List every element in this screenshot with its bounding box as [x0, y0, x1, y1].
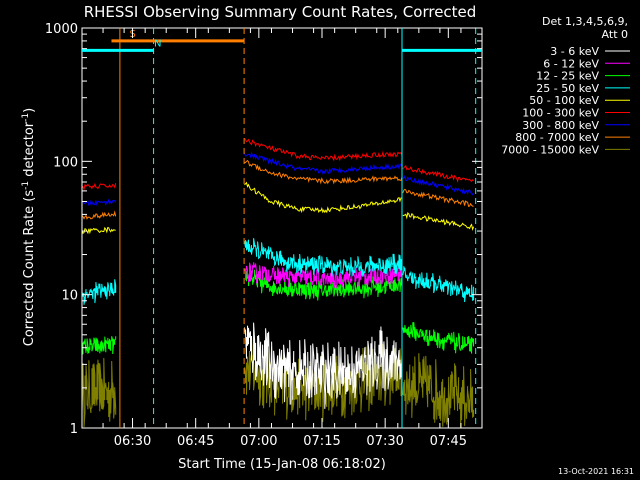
x-tick-label: 07:30: [366, 434, 403, 449]
y-tick-label: 100: [53, 155, 78, 170]
plot-data-layer: [82, 138, 475, 428]
series-25-50-kev-main: [244, 238, 403, 277]
series-50-100-kev-main: [244, 181, 403, 214]
legend-header-line-1: Det 1,3,4,5,6,9,: [542, 15, 628, 28]
x-tick-label: 07:15: [303, 434, 340, 449]
series-group: [82, 138, 475, 428]
chart-title: RHESSI Observing Summary Count Rates, Co…: [84, 3, 477, 21]
legend-label-100-300-kev: 100 - 300 keV: [522, 107, 599, 120]
series-300-800-kev-pre: [82, 198, 117, 207]
x-tick-label: 06:30: [114, 434, 151, 449]
series-7000-15000-kev-main: [244, 336, 403, 422]
legend-header-line-2: Att 0: [602, 28, 628, 41]
x-tick-label: 06:45: [177, 434, 214, 449]
annotations-layer: SN: [82, 28, 482, 428]
series-25-50-kev-post: [402, 266, 475, 303]
series-12-25-kev-main: [244, 269, 403, 301]
legend-label-6-12-kev: 6 - 12 keV: [543, 57, 599, 70]
y-axis-label: Corrected Count Rate (s-1 detector-1): [21, 108, 37, 346]
series-300-800-kev-post: [402, 174, 475, 196]
y-tick-label: 10: [61, 289, 78, 304]
x-axis-label: Start Time (15-Jan-08 06:18:02): [178, 457, 386, 472]
series-100-300-kev-main: [244, 138, 403, 162]
legend-label-12-25-kev: 12 - 25 keV: [536, 70, 599, 83]
series-300-800-kev-main: [244, 151, 403, 175]
legend-label-3-6-kev: 3 - 6 keV: [550, 45, 599, 58]
x-tick-label: 07:00: [240, 434, 277, 449]
legend-label-50-100-kev: 50 - 100 keV: [529, 94, 599, 107]
series-50-100-kev-post: [402, 212, 475, 232]
series-3-6-kev-main: [244, 322, 403, 409]
annotation-label-n: N: [154, 38, 161, 49]
series-7000-15000-kev-pre: [82, 357, 117, 428]
series-50-100-kev-pre: [82, 226, 116, 235]
series-100-300-kev-pre: [82, 182, 117, 192]
legend-label-25-50-kev: 25 - 50 keV: [536, 82, 599, 95]
series-800-7000-kev-main: [244, 159, 403, 185]
legend-label-7000-15000-kev: 7000 - 15000 keV: [501, 143, 599, 156]
series-12-25-kev-pre: [82, 336, 117, 355]
y-tick-label: 1000: [45, 22, 78, 37]
series-12-25-kev-post: [402, 322, 475, 354]
series-25-50-kev-pre: [82, 279, 117, 305]
date-stamp: 13-Oct-2021 16:31: [558, 467, 634, 476]
series-100-300-kev-post: [402, 164, 474, 183]
series-6-12-kev-main: [244, 262, 403, 289]
series-7000-15000-kev-post: [402, 353, 475, 428]
axis-ticks: 06:30 06:45 07:00 07:15 07:30 07:45 1 10 100 1000: [45, 22, 483, 449]
legend-label-800-7000-kev: 800 - 7000 keV: [515, 131, 599, 144]
series-800-7000-kev-pre: [82, 210, 117, 220]
plot-border: [81, 27, 483, 429]
y-tick-label: 1: [70, 422, 78, 437]
x-tick-label: 07:45: [430, 434, 467, 449]
plot-frame: [81, 27, 483, 429]
series-800-7000-kev-post: [402, 188, 474, 208]
legend-label-300-800-kev: 300 - 800 keV: [522, 119, 599, 132]
